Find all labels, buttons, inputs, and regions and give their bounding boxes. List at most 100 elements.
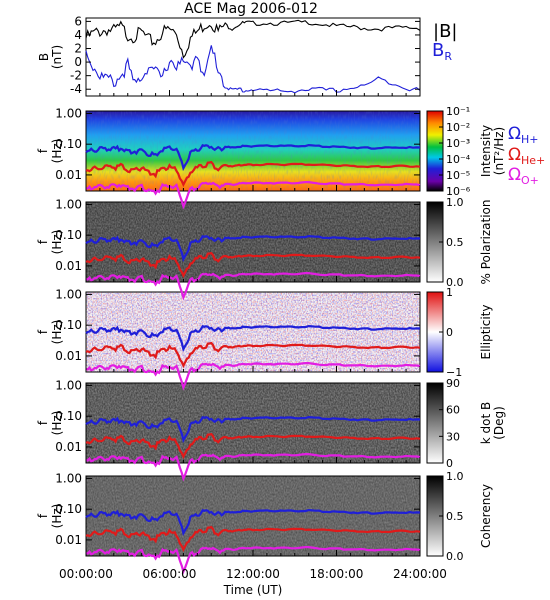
colorbar-4 [426,382,444,464]
gyrofrequency-lines [85,143,421,575]
ellipticity-plot-texture-blue [86,292,420,372]
mag-ytick-label-2: 0 [74,55,82,69]
legend-omega-he-sub: He+ [521,154,545,167]
mag-ytick-label-0: -4 [70,82,82,96]
intensity-plot-texture [86,111,420,191]
colorbar-4-label: k dot B [479,402,493,444]
figure-title: ACE Mag 2006-012 [184,1,318,17]
xaxis-label: Time (UT) [223,583,283,597]
mag-series-line-0 [85,19,421,59]
legend-omega-h-sub: H+ [521,133,539,146]
mag-ylabel-b: B [37,53,51,61]
colorbar-4-tick-label-2: 30 [446,430,460,443]
colorbar-1-tick-label-3: 10⁻⁴ [446,153,471,166]
gyro-line-O+-panel-5 [85,546,421,575]
gyro-line-H+-panel-4 [85,415,421,444]
spec2-ytick-label-0: 1.00 [55,197,82,211]
colorbar-5-tick-label-0: 1.0 [446,470,464,483]
colorbar-3-tick-label-0: 1 [446,286,453,299]
gyro-line-He+-panel-4 [85,432,421,460]
spec5-ytick-label-1: 0.10 [55,502,82,516]
spec3-ytick-label-0: 1.00 [55,287,82,301]
colorbar-1-tick-label-5: 10⁻⁶ [446,185,471,198]
mag-plot-frame [85,17,421,97]
panel-intensity [85,110,421,192]
colorbar-1-tick-label-1: 10⁻² [446,121,470,134]
spec4-ytick-label-1: 0.10 [55,409,82,423]
gyro-line-He+-panel-1 [85,160,421,188]
mag-ylabel-unit: (nT) [50,45,64,69]
spec5-ytick-label-0: 1.00 [55,471,82,485]
colorbar-1-label: Intensity [479,125,493,177]
spec5-ylabel-unit: (Hz) [50,504,64,529]
colorbar-4-tick-label-3: 0 [446,457,453,470]
gyro-line-O+-panel-1 [85,181,421,210]
gyro-line-O+-panel-2 [85,272,421,301]
spec5-ytick-label-2: 0.01 [55,533,82,547]
spec4-ytick-label-0: 1.00 [55,378,82,392]
wave-normal-plot-texture [86,383,420,463]
xtick-label-4: 24:00:00 [393,567,447,581]
legend-omega-o: ΩO+ [508,165,539,187]
spec1-ylabel-f: f [36,148,50,153]
xtick-label-1: 06:00:00 [143,567,197,581]
spectrogram-panels [85,110,421,557]
legend-br-sub: R [444,50,452,63]
time-axis: 00:00:00 06:00:00 12:00:00 18:00:00 24:0… [59,567,447,597]
panel-polarization [85,201,421,283]
spec2-ytick-label-1: 0.10 [55,228,82,242]
colorbar-3-tick-label-1: 0 [446,326,453,339]
coherency-plot-texture [86,476,420,556]
colorbar-1-label-unit: (nT²/Hz) [492,127,506,175]
gyro-line-H+-panel-3 [85,324,421,353]
spec5-ylabel-f: f [36,513,50,518]
colorbar-5-tick-label-2: 0.0 [446,550,464,563]
colorbar-4-tick-label-1: 60 [446,404,460,417]
spec2-ytick-label-2: 0.01 [55,259,82,273]
spec4-ylabel-unit: (Hz) [50,411,64,436]
colorbar-2-tick-label-1: 0.5 [446,236,464,249]
spec2-ylabel-f: f [36,239,50,244]
colorbars: 10⁻¹ 10⁻² 10⁻³ 10⁻⁴ 10⁻⁵ 10⁻⁶ Intensity (nT²/Hz… [426,105,506,563]
legend-omega-o-main: Ω [508,165,521,185]
mag-ytick-label-1: -2 [70,69,82,83]
legend-b-magnitude: |B| [433,21,457,42]
colorbar-5-tick-label-1: 0.5 [446,510,464,523]
spec3-ytick-label-2: 0.01 [55,349,82,363]
spec3-ylabel-unit: (Hz) [50,320,64,345]
spec1-ytick-label-2: 0.01 [55,168,82,182]
spec3-ytick-label-1: 0.10 [55,318,82,332]
legend-omega-he-main: Ω [508,145,521,165]
xtick-label-3: 18:00:00 [310,567,364,581]
colorbar-1-tick-label-4: 10⁻⁵ [446,169,470,182]
colorbar-4-label-unit: (Deg) [492,406,506,440]
colorbar-2-tick-label-2: 0.0 [446,276,464,289]
spec3-ylabel-f: f [36,329,50,334]
legend-omega-o-sub: O+ [521,174,539,187]
gyro-line-O+-panel-4 [85,453,421,482]
panel-coherency [85,475,421,557]
gyro-line-H+-panel-1 [85,143,421,172]
colorbar-1-tick-label-0: 10⁻¹ [446,105,470,118]
colorbar-1-tick-label-2: 10⁻³ [446,137,470,150]
mag-ytick-label-4: 4 [74,28,82,42]
legend-omega-he: ΩHe+ [508,145,545,167]
gyro-line-He+-panel-3 [85,341,421,369]
legend-br: BR [432,40,452,63]
gyrofrequency-legend: ΩH+ ΩHe+ ΩO+ [508,124,545,187]
colorbar-2-label: % Polarization [479,200,493,285]
gyro-line-H+-panel-5 [85,508,421,537]
legend-br-main: B [432,40,444,61]
spec1-ylabel-unit: (Hz) [50,139,64,164]
polarization-plot-texture [86,202,420,282]
colorbar-2-tick-label-0: 1.0 [446,196,464,209]
gyro-line-O+-panel-3 [85,362,421,391]
colorbar-3-label: Ellipticity [479,305,493,360]
panel-ellipticity [85,291,421,373]
mag-legend: |B| BR [432,21,457,63]
spec4-ylabel-f: f [36,420,50,425]
legend-omega-h: ΩH+ [508,124,539,146]
